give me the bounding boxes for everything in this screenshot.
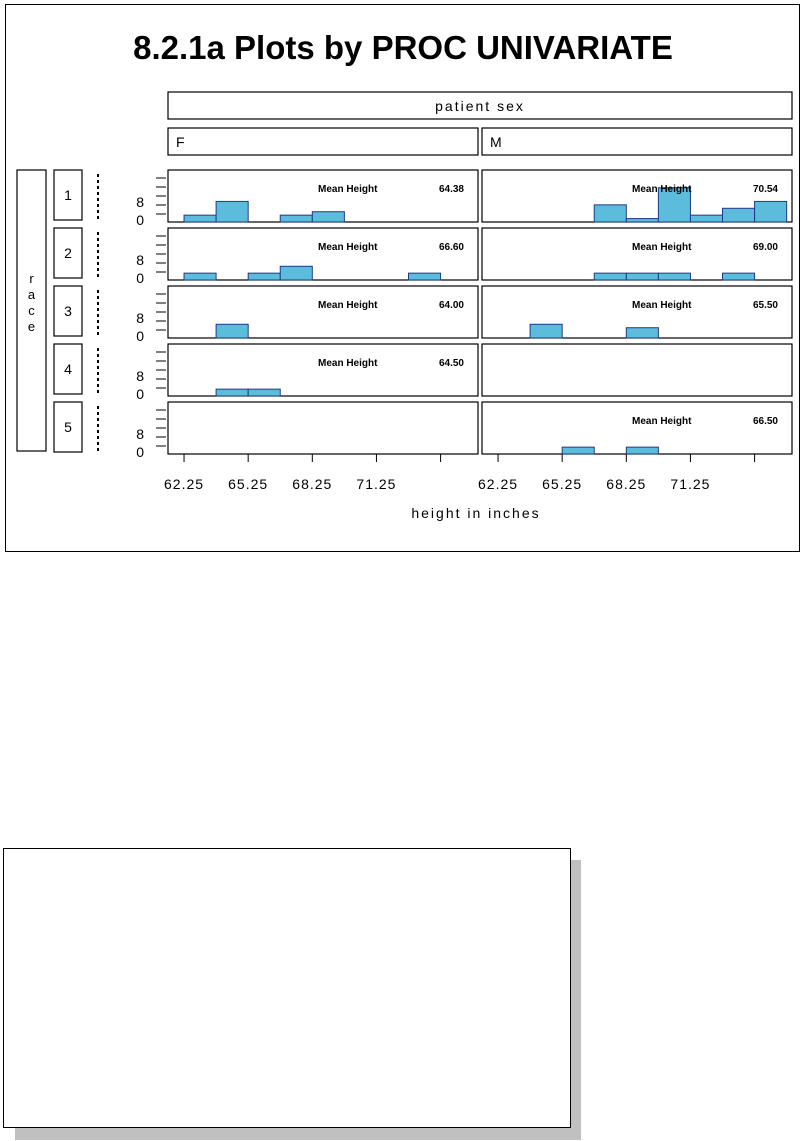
mean-value: 64.38 <box>439 184 464 195</box>
chart-title: 8.2.1a Plots by PROC UNIVARIATE <box>133 29 673 66</box>
mean-label: Mean Height <box>318 358 378 369</box>
y-tick-label: 0 <box>136 328 144 344</box>
histogram-bar <box>625 218 659 223</box>
histogram-bar <box>625 272 659 281</box>
x-tick-label: 68.25 <box>292 476 332 492</box>
panel-frame-4-M <box>481 343 793 397</box>
mean-label: Mean Height <box>632 416 692 427</box>
histogram-bar <box>529 323 563 339</box>
y-tick-label: 0 <box>136 212 144 228</box>
histogram-bar <box>247 388 281 397</box>
row-header-4 <box>53 343 83 395</box>
y-tick-label: 8 <box>136 252 144 268</box>
column-header-label-M: M <box>490 134 502 150</box>
mean-label: Mean Height <box>318 184 378 195</box>
histogram-bar <box>722 207 756 223</box>
row-header-label-4: 4 <box>64 361 72 377</box>
row-variable-letter: a <box>28 287 36 302</box>
panel-frame-5-M <box>481 401 793 455</box>
histogram-bar <box>657 272 691 281</box>
histogram-bar <box>593 204 627 223</box>
x-tick-label: 62.25 <box>478 476 518 492</box>
row-header-1 <box>53 169 83 221</box>
row-header-2 <box>53 227 83 279</box>
column-header-F <box>167 127 479 156</box>
mean-label: Mean Height <box>318 300 378 311</box>
x-tick-label: 62.25 <box>164 476 204 492</box>
column-variable-strip <box>167 91 793 120</box>
histogram-bar <box>625 327 659 339</box>
histogram-bar <box>408 272 442 281</box>
row-header-3 <box>53 285 83 337</box>
panel-frame-2-M <box>481 227 793 281</box>
column-variable-label: patient sex <box>435 98 525 114</box>
histogram-bar <box>593 272 627 281</box>
row-variable-letter: r <box>29 271 34 286</box>
histogram-bar <box>215 388 249 397</box>
histogram-bar <box>279 214 313 223</box>
figure-frame: 8.2.1a Plots by PROC UNIVARIATE patient s… <box>5 4 800 552</box>
row-variable-letter: e <box>28 319 35 334</box>
histogram-bar <box>754 200 788 223</box>
histogram-bar <box>215 200 249 223</box>
mean-value: 70.54 <box>753 184 778 195</box>
x-tick-label: 65.25 <box>228 476 268 492</box>
histogram-bar <box>689 214 724 223</box>
panel-frame-4-F <box>167 343 479 397</box>
empty-text-box <box>3 848 571 1128</box>
row-variable-letter: c <box>28 303 35 318</box>
histogram-bar <box>215 323 249 339</box>
y-tick-label: 8 <box>136 368 144 384</box>
mean-value: 65.50 <box>753 300 778 311</box>
x-tick-label: 71.25 <box>670 476 710 492</box>
y-tick-label: 8 <box>136 310 144 326</box>
mean-label: Mean Height <box>632 242 692 253</box>
row-header-label-5: 5 <box>64 419 72 435</box>
row-header-label-3: 3 <box>64 303 72 319</box>
mean-value: 64.50 <box>439 358 464 369</box>
panel-frame-3-F <box>167 285 479 339</box>
histogram-bar <box>183 272 217 281</box>
histogram-bar <box>279 265 313 281</box>
y-tick-label: 0 <box>136 444 144 460</box>
row-header-label-1: 1 <box>64 187 72 203</box>
y-tick-label: 8 <box>136 426 144 442</box>
mean-value: 66.60 <box>439 242 464 253</box>
column-header-M <box>481 127 793 156</box>
histogram-bar <box>722 272 756 281</box>
mean-label: Mean Height <box>632 300 692 311</box>
mean-value: 69.00 <box>753 242 778 253</box>
x-tick-label: 65.25 <box>542 476 582 492</box>
mean-label: Mean Height <box>632 184 692 195</box>
y-tick-label: 8 <box>136 194 144 210</box>
panel-frame-5-F <box>167 401 479 455</box>
mean-label: Mean Height <box>318 242 378 253</box>
histogram-bar <box>183 214 217 223</box>
x-tick-label: 68.25 <box>606 476 646 492</box>
row-header-5 <box>53 401 83 453</box>
panel-frame-2-F <box>167 227 479 281</box>
x-axis-label: height in inches <box>411 505 540 521</box>
x-tick-label: 71.25 <box>356 476 396 492</box>
histogram-bar <box>625 446 659 455</box>
row-variable-strip <box>16 169 47 452</box>
histogram-bar <box>247 272 281 281</box>
row-header-label-2: 2 <box>64 245 72 261</box>
panel-histogram-chart: 8.2.1a Plots by PROC UNIVARIATE patient s… <box>16 29 793 521</box>
y-tick-label: 0 <box>136 386 144 402</box>
mean-value: 66.50 <box>753 416 778 427</box>
column-header-label-F: F <box>176 134 185 150</box>
mean-value: 64.00 <box>439 300 464 311</box>
histogram-bar <box>657 187 691 223</box>
histogram-bar <box>561 446 595 455</box>
y-tick-label: 0 <box>136 270 144 286</box>
histogram-bar <box>311 211 345 223</box>
